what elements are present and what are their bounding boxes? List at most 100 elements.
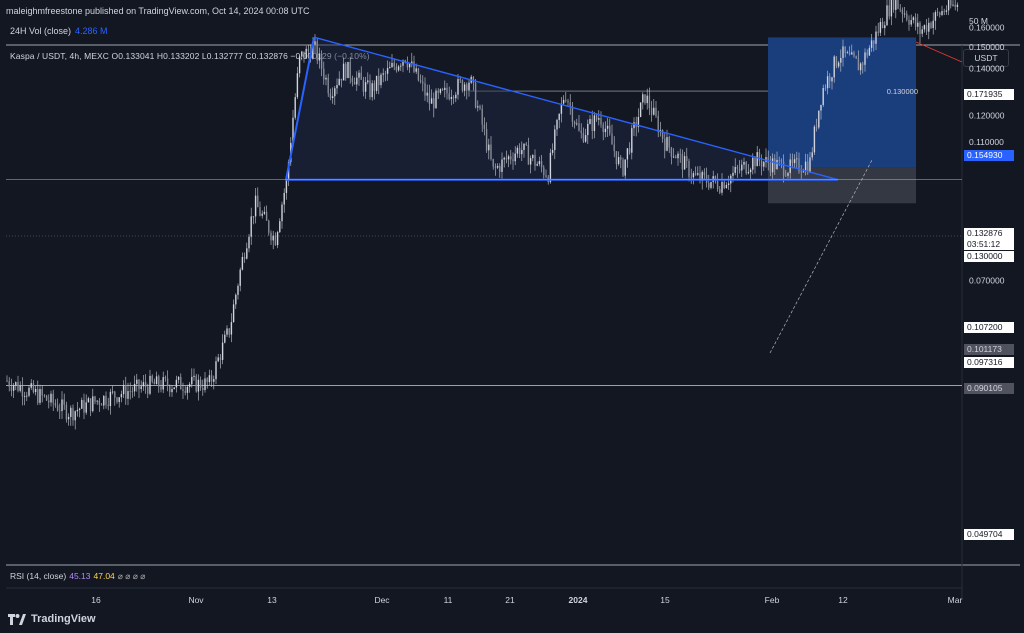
candle-body (567, 100, 569, 103)
candle-body (30, 383, 32, 388)
rsi-label: RSI (14, close) (10, 571, 67, 581)
candle-body (914, 17, 917, 27)
candle-body (74, 411, 76, 421)
candle-body (892, 0, 895, 10)
candle-body (303, 51, 305, 59)
candle-body (281, 204, 283, 222)
candle-body (912, 17, 915, 21)
candle-body (503, 157, 505, 160)
candle-body (41, 389, 43, 396)
candle-body (895, 0, 897, 10)
candle-body (358, 72, 360, 78)
candle-body (950, 0, 952, 6)
candle-body (589, 119, 591, 124)
candle-body (565, 99, 567, 101)
candle-body (936, 12, 939, 13)
symbol-legend[interactable]: Kaspa / USDT, 4h, MEXC O0.133041 H0.1332… (10, 51, 370, 61)
candle-body (866, 52, 868, 56)
candle-body (822, 88, 824, 105)
candle-body (364, 82, 367, 92)
candle-body (391, 62, 393, 68)
candle-body (173, 387, 175, 389)
candle-body (734, 166, 736, 173)
candle-body (305, 48, 307, 59)
candle-body (26, 395, 28, 397)
y-tick-label: 0.110000 (969, 137, 1004, 147)
candle-body (776, 159, 778, 170)
candle-body (670, 147, 673, 157)
candle-body (10, 386, 13, 391)
candle-body (347, 61, 349, 79)
candle-body (239, 269, 241, 286)
rsi-value-1: 45.13 (69, 571, 91, 581)
candle-body (349, 61, 351, 78)
candle-body (796, 158, 798, 160)
candle-body (481, 108, 483, 125)
candle-body (672, 156, 675, 158)
rsi-legend[interactable]: RSI (14, close) 45.13 47.04 ⌀ ⌀ ⌀ ⌀ (10, 571, 145, 582)
candle-body (699, 173, 701, 181)
candle-body (886, 5, 888, 26)
candle-body (490, 144, 492, 159)
candle-body (356, 77, 358, 85)
candle-body (543, 167, 545, 176)
candle-body (694, 173, 697, 175)
candle-body (217, 357, 219, 362)
candle-body (758, 152, 761, 161)
candle-body (683, 156, 686, 170)
candle-body (483, 124, 486, 129)
candle-body (848, 52, 851, 55)
candle-body (206, 378, 208, 383)
candle-body (813, 126, 816, 153)
candle-body (118, 397, 120, 403)
candle-body (624, 159, 626, 176)
candle-body (63, 399, 65, 405)
volume-legend: 24H Vol (close) 4.286 M (10, 26, 108, 36)
candle-body (637, 116, 640, 128)
candle-body (417, 68, 420, 81)
y-tick-label: 0.120000 (969, 111, 1005, 121)
candle-body (50, 393, 52, 403)
candle-body (903, 13, 906, 15)
candle-body (593, 115, 596, 131)
candle-body (213, 379, 215, 382)
candle-body (177, 376, 180, 380)
candle-body (175, 379, 178, 388)
price-label-box: 0.097316 (964, 357, 1014, 368)
x-tick-label: Feb (765, 595, 780, 605)
candle-body (103, 395, 105, 406)
candle-body (393, 62, 395, 67)
candle-body (353, 81, 356, 85)
candle-body (78, 408, 81, 410)
currency-button[interactable]: USDT (963, 49, 1009, 67)
candle-body (202, 387, 204, 391)
candle-body (195, 375, 197, 392)
candle-body (67, 416, 70, 420)
candle-body (92, 396, 94, 412)
candle-body (569, 102, 571, 106)
candle-body (448, 93, 450, 100)
footer: TradingView (8, 613, 96, 625)
candle-body (881, 21, 884, 29)
candle-body (204, 378, 206, 391)
price-label-box: 0.132876 (964, 228, 1014, 239)
candle-body (595, 115, 598, 120)
candle-body (298, 56, 301, 74)
candle-body (426, 92, 428, 96)
candle-body (257, 195, 259, 208)
candle-body (221, 342, 224, 360)
level-line-label: 0.130000 (887, 87, 918, 96)
candle-body (510, 156, 512, 160)
candle-body (468, 82, 470, 91)
candle-body (648, 95, 651, 109)
candle-body (312, 44, 314, 59)
candle-body (725, 184, 728, 189)
candle-body (210, 375, 213, 382)
candle-body (155, 376, 158, 385)
candle-body (107, 404, 109, 407)
candle-body (199, 379, 202, 388)
candle-body (615, 151, 618, 165)
rsi-icons[interactable]: ⌀ ⌀ ⌀ ⌀ (117, 571, 146, 581)
candle-body (921, 29, 923, 34)
